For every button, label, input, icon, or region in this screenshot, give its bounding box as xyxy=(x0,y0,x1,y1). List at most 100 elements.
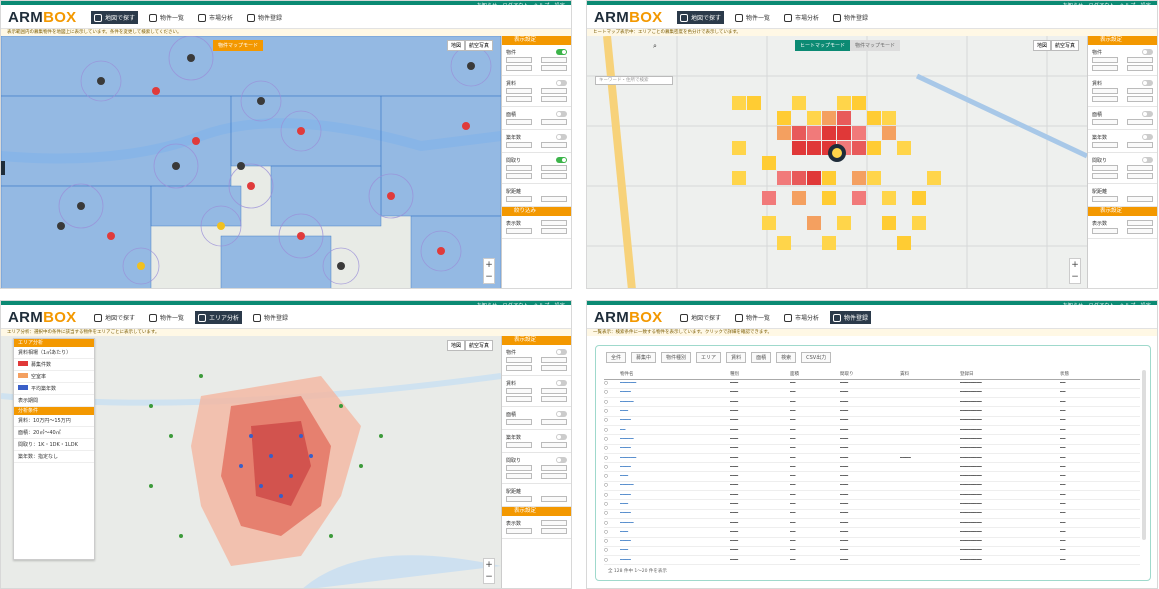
filter-footer-title: 表示設定 xyxy=(502,507,571,516)
nav-register[interactable]: 物件登録 xyxy=(830,311,872,324)
nav-analysis[interactable]: 市場分析 xyxy=(781,11,822,24)
map-view[interactable]: 地図 航空写真 + − xyxy=(1,336,571,588)
table-row[interactable]: ○ ━━━ ━━━ ━━ ━━━ ━━━━━━━━ ━━ xyxy=(604,406,1140,417)
table-row[interactable]: ○ ━━━ ━━━ ━━ ━━━ ━━━━━━━━ ━━ xyxy=(604,471,1140,482)
filter-section[interactable]: 面積 xyxy=(502,407,571,430)
mode-toggle[interactable]: ヒートマップモード 物件マップモード xyxy=(795,40,901,51)
filter-section[interactable]: 間取り xyxy=(502,453,571,484)
filter-section[interactable]: 間取り xyxy=(1088,153,1157,184)
filter-section[interactable]: 面積 xyxy=(502,107,571,130)
filter-section[interactable]: 表示数 xyxy=(502,216,571,239)
table-row[interactable]: ○ ━━━━ ━━━ ━━ ━━━ ━━━━━━━━ ━━ xyxy=(604,537,1140,547)
nav-register[interactable]: 物件登録 xyxy=(244,11,285,24)
table-row[interactable]: ○ ━━━━━ ━━━ ━━ ━━━ ━━━━━━━━ ━━ xyxy=(604,518,1140,529)
zoom-control[interactable]: + − xyxy=(483,558,495,584)
nav-analysis[interactable]: エリア分析 xyxy=(195,311,243,324)
table-row[interactable]: ○ ━━━━ ━━━ ━━ ━━━ ━━━━━━━━ ━━ xyxy=(604,388,1140,399)
nav-list[interactable]: 物件一覧 xyxy=(732,11,773,24)
filter-section[interactable]: 築年数 xyxy=(1088,130,1157,153)
table-row[interactable]: ○ ━━━ ━━━ ━━ ━━━ ━━━━━━━━ ━━ xyxy=(604,546,1140,557)
legend-title: エリア分析 xyxy=(14,339,94,347)
table-row[interactable]: ○ ━━━ ━━━ ━━ ━━━ ━━━━━━━━ ━━ xyxy=(604,499,1140,510)
nav-map[interactable]: 地図で探す xyxy=(91,11,139,24)
filter-section[interactable]: 物件 xyxy=(502,45,571,76)
map-type-switch[interactable]: 地図 航空写真 xyxy=(446,340,493,351)
map-view[interactable]: キーワード・住所で検索 ⌕ ヒートマップモード 物件マップモード 地図 航空写真 +… xyxy=(587,36,1157,288)
table-row[interactable]: ○ ━━━━ ━━━ ━━ ━━━ ━━━━━━━━ ━━ xyxy=(604,490,1140,501)
armbox-logo[interactable]: ARMBOX xyxy=(8,9,77,26)
search-button[interactable]: 検索 xyxy=(776,352,797,363)
filter-section[interactable]: 面積 xyxy=(1088,107,1157,130)
toggle-switch xyxy=(1142,49,1153,55)
nav-map[interactable]: 地図で探す xyxy=(677,311,724,324)
filter-rent[interactable]: 賃料 xyxy=(726,352,747,363)
table-row[interactable]: ○ ━━━━ ━━━ ━━ ━━━ ━━━━━━━━ ━━ xyxy=(604,555,1140,566)
filter-section[interactable]: 表示数 xyxy=(1088,216,1157,239)
legend-item[interactable]: 募集件数 xyxy=(14,359,94,371)
nav-register[interactable]: 物件登録 xyxy=(250,311,291,324)
armbox-logo[interactable]: ARMBOX xyxy=(8,309,77,326)
app-header: ARMBOX 地図で探す 物件一覧 市場分析 物件登録 xyxy=(587,5,1157,29)
nav-map[interactable]: 地図で探す xyxy=(91,311,138,324)
legend-item[interactable]: 表示期間 xyxy=(14,395,94,407)
table-header: 物件名 種別 面積 間取り 賃料 登録日 状態 xyxy=(604,370,1140,380)
legend-item[interactable]: 賃料相場（1㎡あたり） xyxy=(14,347,94,359)
nav-list[interactable]: 物件一覧 xyxy=(146,11,187,24)
table-scrollbar[interactable] xyxy=(1142,370,1146,540)
nav-list[interactable]: 物件一覧 xyxy=(146,311,187,324)
nav-list[interactable]: 物件一覧 xyxy=(732,311,773,324)
table-row[interactable]: ○ ━━━━━ ━━━ ━━ ━━━ ━━━━━━━━ ━━ xyxy=(604,481,1140,492)
filter-section[interactable]: 間取り xyxy=(502,153,571,184)
table-row[interactable]: ○ ━━━━━ ━━━ ━━ ━━━ ━━━━━━━━ ━━ xyxy=(604,434,1140,445)
table-row[interactable]: ○ ━━━━━ ━━━ ━━ ━━━ ━━━━━━━━ ━━ xyxy=(604,397,1140,408)
toggle-switch xyxy=(1142,80,1153,86)
nav-map[interactable]: 地図で探す xyxy=(677,11,725,24)
table-row[interactable]: ○ ━━━━ ━━━ ━━ ━━━ ━━━━━━━━ ━━ xyxy=(604,416,1140,427)
map-type-switch[interactable]: 地図 航空写真 xyxy=(446,40,493,51)
filter-active[interactable]: 募集中 xyxy=(631,352,657,363)
notice-bar: ヒートマップ表示中：エリアごとの募集密度を色分けで表示しています。 xyxy=(587,29,1157,36)
mode-toggle[interactable]: 物件マップモード xyxy=(213,40,264,51)
filter-size[interactable]: 面積 xyxy=(751,352,772,363)
filter-section[interactable]: 賃料 xyxy=(1088,76,1157,107)
csv-export-button[interactable]: CSV出力 xyxy=(801,352,832,363)
table-row[interactable]: ○ ━━━━ ━━━ ━━ ━━━ ━━━━━━━━ ━━ xyxy=(604,444,1140,454)
legend-item[interactable]: 平均築年数 xyxy=(14,383,94,395)
filter-area[interactable]: エリア xyxy=(696,352,722,363)
nav-analysis[interactable]: 市場分析 xyxy=(195,11,236,24)
filter-all[interactable]: 全件 xyxy=(606,352,627,363)
table-row[interactable]: ○ ━━━ ━━━ ━━ ━━━ ━━━━━━━━ ━━ xyxy=(604,527,1140,538)
nav-analysis[interactable]: 市場分析 xyxy=(781,311,822,324)
nav-register[interactable]: 物件登録 xyxy=(830,11,871,24)
filter-section[interactable]: 物件 xyxy=(1088,45,1157,76)
search-input[interactable]: キーワード・住所で検索 xyxy=(595,76,673,85)
map-view[interactable]: 物件マップモード 地図 航空写真 + − xyxy=(1,36,571,288)
table-row[interactable]: ○ ━━━━ ━━━ ━━ ━━━ ━━━━━━━━ ━━ xyxy=(604,509,1140,519)
filter-section[interactable]: 賃料 xyxy=(502,376,571,407)
zoom-control[interactable]: + − xyxy=(1069,258,1081,284)
filter-type[interactable]: 物件種別 xyxy=(661,352,692,363)
condition-row: 面積：20㎡〜40㎡ xyxy=(14,427,94,439)
filter-section[interactable]: 賃料 xyxy=(502,76,571,107)
search-icon[interactable]: ⌕ xyxy=(653,42,657,50)
table-row[interactable]: ○ ━━━━ ━━━ ━━ ━━━ ━━━━━━━━ ━━ xyxy=(604,462,1140,473)
legend-item[interactable]: 空室率 xyxy=(14,371,94,383)
filter-section[interactable]: 駅距離 xyxy=(502,184,571,207)
list-icon xyxy=(735,13,744,22)
armbox-logo[interactable]: ARMBOX xyxy=(594,9,663,26)
zoom-control[interactable]: + − xyxy=(483,258,495,284)
map-type-switch[interactable]: 地図 航空写真 xyxy=(1032,40,1079,51)
table-row[interactable]: ○ ━━━━━━ ━━━ ━━ ━━━ ━━━━━━━━ ━━ xyxy=(604,379,1140,389)
list-icon xyxy=(149,13,158,22)
filter-section[interactable]: 駅距離 xyxy=(1088,184,1157,207)
filter-section[interactable]: 駅距離 xyxy=(502,484,571,507)
filter-section[interactable]: 表示数 xyxy=(502,516,571,539)
filter-section[interactable]: 築年数 xyxy=(502,430,571,453)
table-row[interactable]: ○ ━━━━━━ ━━━ ━━ ━━━ ━━━━ ━━━━━━━━ ━━ xyxy=(604,453,1140,464)
filter-section[interactable]: 築年数 xyxy=(502,130,571,153)
table-row[interactable]: ○ ━━ ━━━ ━━ ━━━ ━━━━━━━━ ━━ xyxy=(604,425,1140,436)
armbox-logo[interactable]: ARMBOX xyxy=(594,309,663,326)
list-icon xyxy=(149,313,158,322)
side-tab[interactable] xyxy=(1,161,5,175)
filter-section[interactable]: 物件 xyxy=(502,345,571,376)
